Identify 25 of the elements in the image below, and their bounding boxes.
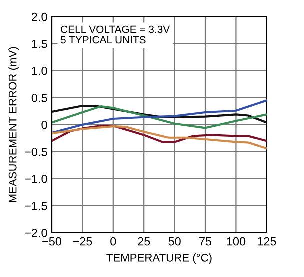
x-tick-label: 100 bbox=[227, 237, 246, 246]
y-tick-label: 0.5 bbox=[32, 94, 48, 102]
x-tick-label: 0 bbox=[110, 237, 116, 246]
y-tick-label: 1.5 bbox=[32, 40, 48, 48]
line-series bbox=[52, 104, 267, 124]
line-series bbox=[52, 100, 267, 134]
y-axis-title: MEASUREMENT ERROR (mV) bbox=[8, 47, 19, 202]
y-tick-label: 0 bbox=[42, 120, 48, 130]
y-tick-label: −1.5 bbox=[25, 202, 48, 210]
line-series bbox=[52, 106, 267, 130]
x-tick-label: 125 bbox=[258, 237, 276, 246]
x-tick-label: 75 bbox=[200, 238, 212, 246]
x-tick-label: −50 bbox=[42, 237, 62, 246]
y-tick-label: −0.5 bbox=[25, 148, 48, 156]
x-axis-title: TEMPERATURE (°C) bbox=[106, 254, 212, 264]
annotation: CELL VOLTAGE = 3.3V 5 TYPICAL UNITS bbox=[61, 26, 170, 44]
y-tick-label: 1.0 bbox=[32, 66, 48, 76]
y-tick-label: 2.0 bbox=[32, 12, 48, 22]
x-tick-label: 25 bbox=[138, 237, 150, 246]
line-series bbox=[52, 124, 267, 144]
y-tick-label: −1.0 bbox=[25, 174, 48, 184]
line-series bbox=[52, 126, 267, 150]
x-tick-label: 50 bbox=[168, 237, 181, 246]
y-tick-label: −2.0 bbox=[25, 228, 48, 238]
x-tick-label: −25 bbox=[73, 237, 92, 246]
